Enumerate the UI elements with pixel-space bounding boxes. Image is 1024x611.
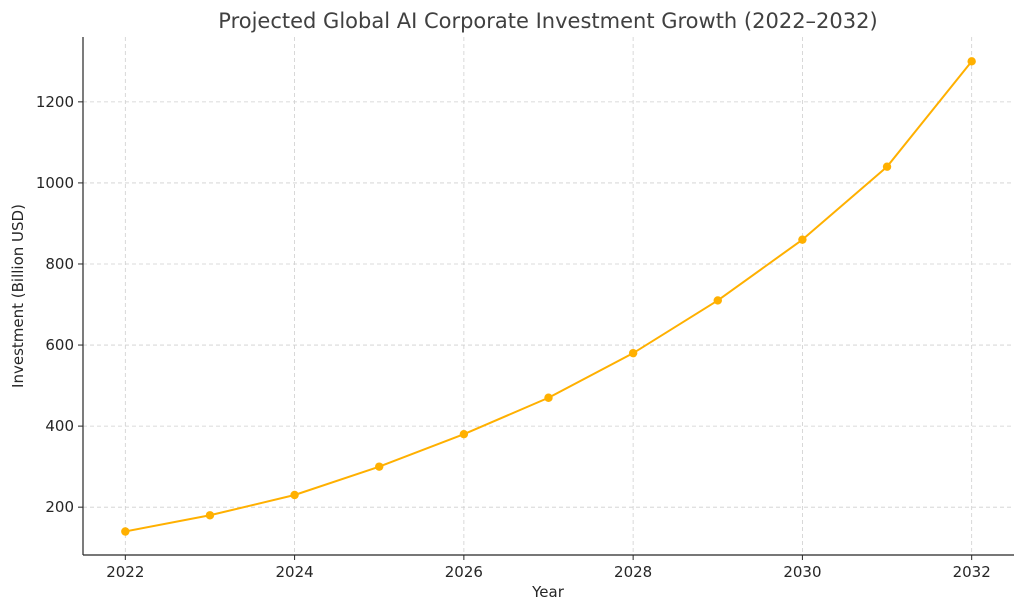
y-tick-label-1000: 1000 bbox=[36, 174, 74, 192]
data-point-2025 bbox=[375, 462, 384, 471]
x-tick-label-2032: 2032 bbox=[953, 563, 991, 581]
x-tick-label-2024: 2024 bbox=[275, 563, 313, 581]
data-point-2022 bbox=[121, 527, 130, 536]
data-point-2027 bbox=[544, 393, 553, 402]
y-tick-label-400: 400 bbox=[45, 417, 74, 435]
data-point-2029 bbox=[713, 296, 722, 305]
chart-title: Projected Global AI Corporate Investment… bbox=[218, 9, 877, 33]
y-tick-label-200: 200 bbox=[45, 498, 74, 516]
x-tick-label-2026: 2026 bbox=[445, 563, 483, 581]
y-tick-label-600: 600 bbox=[45, 336, 74, 354]
y-axis-label: Investment (Billion USD) bbox=[9, 204, 27, 388]
data-point-2024 bbox=[290, 490, 299, 500]
data-point-2026 bbox=[459, 430, 469, 439]
y-tick-label-800: 800 bbox=[45, 255, 74, 273]
series-layer bbox=[121, 57, 976, 536]
ticks-layer: 2022 2024 2026 2028 2030 2032 200 400 600 800 1000… bbox=[36, 93, 991, 581]
grid-layer bbox=[83, 37, 1014, 555]
data-point-2023 bbox=[205, 511, 215, 520]
x-tick-label-2022: 2022 bbox=[106, 563, 144, 581]
axes-layer bbox=[82, 37, 1014, 556]
y-tick-label-1200: 1200 bbox=[36, 93, 74, 111]
data-point-2031 bbox=[882, 162, 892, 171]
data-point-2032 bbox=[967, 57, 976, 66]
data-point-2030 bbox=[798, 235, 807, 244]
x-tick-label-2028: 2028 bbox=[614, 563, 652, 581]
data-point-2028 bbox=[628, 348, 638, 358]
x-tick-label-2030: 2030 bbox=[783, 563, 821, 581]
x-axis-label: Year bbox=[531, 583, 565, 601]
series-line-0 bbox=[125, 60, 973, 533]
